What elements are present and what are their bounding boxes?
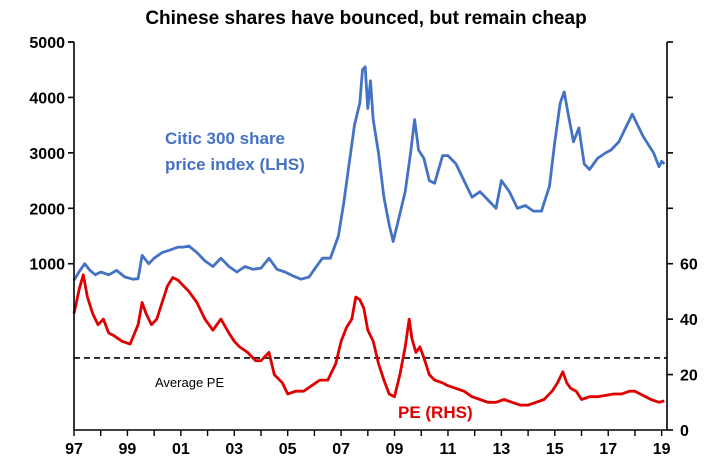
right-tick-label: 20 [680,368,698,385]
x-tick-label: 17 [599,441,617,458]
x-tick-label: 07 [332,441,350,458]
axes [73,42,668,431]
pe-series-line [72,273,665,407]
left-tick-label: 1000 [29,257,65,274]
left-tick-label: 2000 [29,201,65,218]
x-tick-label: 15 [546,441,564,458]
x-tick-label: 97 [65,441,83,458]
right-axis-ticks: 0 20 40 60 [667,41,698,440]
plot-area [72,65,667,407]
chart-title: Chinese shares have bounced, but remain … [145,8,586,29]
x-tick-label: 09 [386,441,404,458]
left-tick-label: 3000 [29,146,65,163]
right-tick-label: 60 [680,257,698,274]
left-axis-ticks: 1000 2000 3000 4000 5000 [29,35,74,274]
x-tick-label: 99 [119,441,137,458]
index-series-label-line-2: price index (LHS) [165,155,305,174]
x-tick-label: 03 [225,441,243,458]
x-tick-label: 19 [653,441,671,458]
x-tick-label: 05 [279,441,297,458]
average-pe-label: Average PE [155,375,224,390]
x-tick-label: 01 [172,441,190,458]
x-axis-ticks: 97 99 01 03 05 07 09 11 13 15 17 19 [65,430,671,458]
index-series-label-line-1: Citic 300 share [165,129,285,148]
left-tick-label: 5000 [29,35,65,52]
right-tick-label: 0 [680,423,689,440]
x-tick-label: 13 [492,441,510,458]
pe-series-label: PE (RHS) [398,403,473,422]
right-tick-label: 40 [680,312,698,329]
left-tick-label: 4000 [29,90,65,107]
x-tick-label: 11 [440,441,457,458]
index-series-line [72,65,666,282]
